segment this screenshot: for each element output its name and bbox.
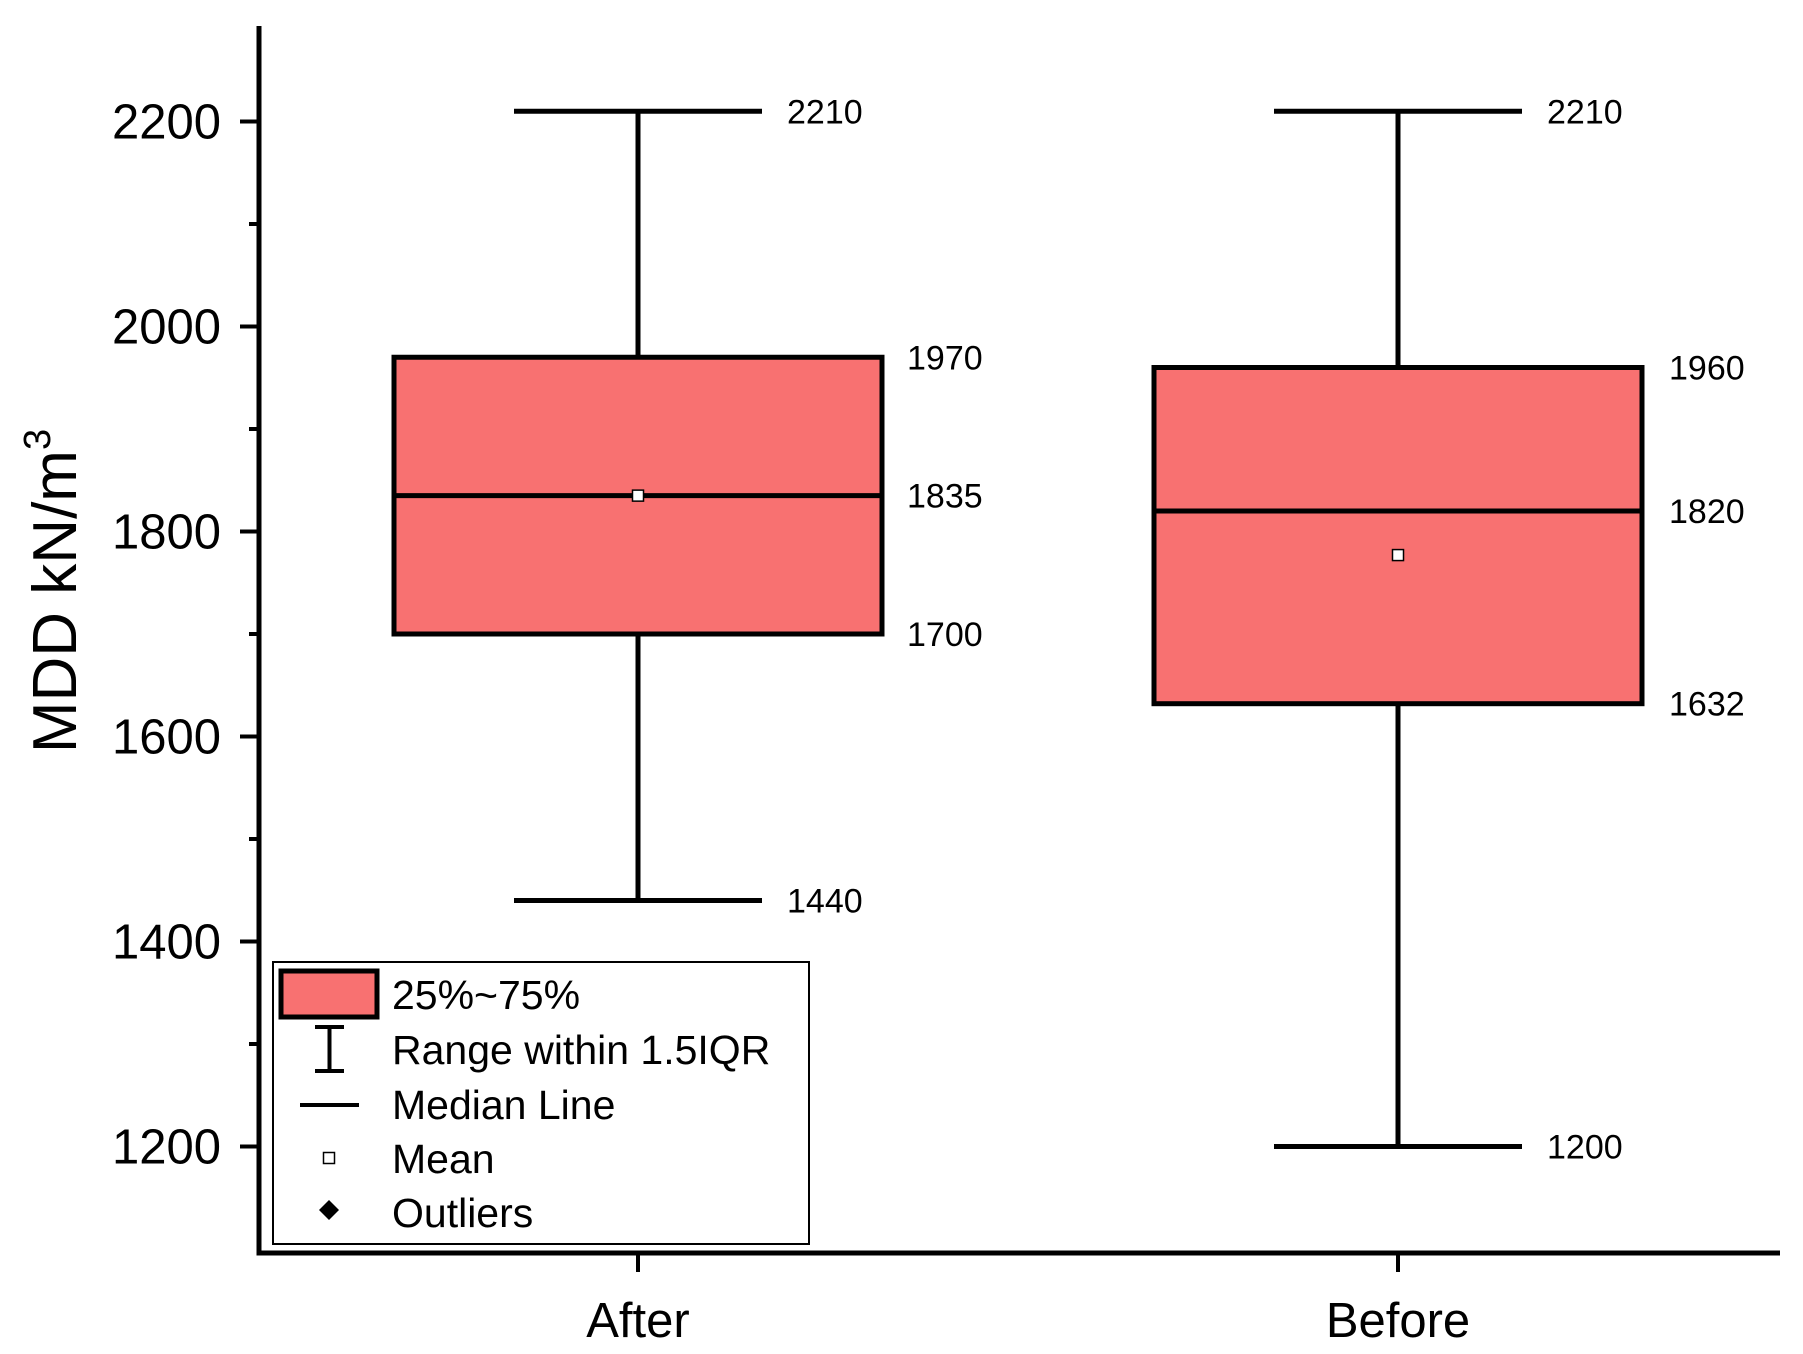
legend: 25%~75% Range within 1.5IQR Median Line … xyxy=(272,961,810,1245)
data-value-label: 2210 xyxy=(787,93,863,131)
data-value-label: 1632 xyxy=(1669,686,1745,724)
mean-marker xyxy=(1391,548,1405,562)
x-category-label: Before xyxy=(1326,1294,1470,1348)
y-tick-label: 1200 xyxy=(112,1121,221,1175)
y-tick-label: 1600 xyxy=(112,711,221,765)
legend-mean-symbol xyxy=(322,1151,336,1165)
y-axis-title-superscript: 3 xyxy=(17,429,59,450)
plot-area: 1200 1400 1600 1800 2000 2200 2210 1970 1835 1700… xyxy=(112,26,1780,1348)
data-value-label: 1970 xyxy=(907,339,983,377)
legend-whisker-symbol xyxy=(315,1025,344,1073)
x-category-label: After xyxy=(586,1294,689,1348)
y-tick-label: 2000 xyxy=(112,301,221,355)
mean-marker xyxy=(631,489,645,502)
data-value-label: 1440 xyxy=(787,883,863,921)
data-value-label: 1820 xyxy=(1669,493,1745,531)
y-tick-label: 1400 xyxy=(112,916,221,970)
data-value-label: 1835 xyxy=(907,478,983,516)
data-value-label: 1200 xyxy=(1547,1129,1623,1167)
legend-label-box: 25%~75% xyxy=(392,972,580,1018)
iqr-box xyxy=(1151,365,1645,707)
legend-box-swatch xyxy=(278,968,380,1020)
data-value-label: 2210 xyxy=(1547,93,1623,131)
legend-label-mean: Mean xyxy=(392,1136,495,1182)
legend-label-median: Median Line xyxy=(392,1082,615,1128)
data-value-label: 1700 xyxy=(907,616,983,654)
data-value-label: 1960 xyxy=(1669,350,1745,388)
y-axis-title-main: MDD kN/m xyxy=(21,450,90,753)
y-tick-label: 1800 xyxy=(112,506,221,560)
legend-label-outliers: Outliers xyxy=(392,1190,533,1236)
y-tick-label: 2200 xyxy=(112,96,221,150)
y-axis-title: MDD kN/m3 xyxy=(17,429,90,753)
legend-label-whisker: Range within 1.5IQR xyxy=(392,1027,770,1073)
legend-outlier-symbol xyxy=(319,1200,339,1220)
